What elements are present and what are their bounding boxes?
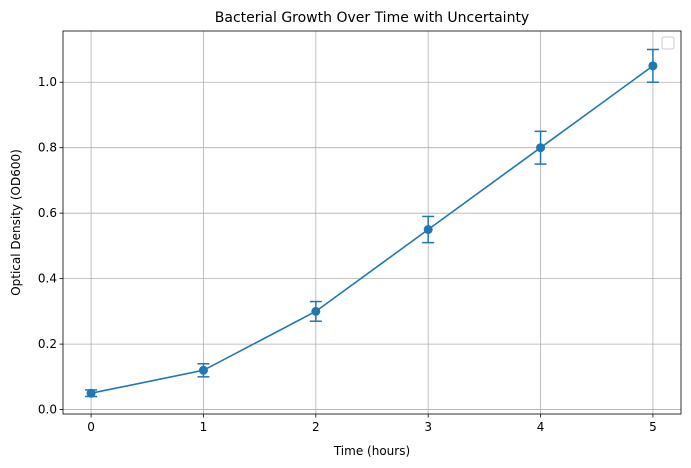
data-layer (85, 48, 659, 398)
x-tick-label: 5 (649, 420, 657, 434)
x-axis-label: Time (hours) (333, 444, 410, 458)
chart-title: Bacterial Growth Over Time with Uncertai… (215, 10, 529, 26)
y-tick-label: 0.8 (38, 141, 57, 155)
data-point (423, 225, 433, 235)
legend-box (661, 36, 675, 50)
x-tick-label: 1 (200, 420, 208, 434)
plot-frame (62, 30, 682, 415)
y-axis-label: Optical Density (OD600) (9, 149, 23, 296)
series-line (90, 65, 654, 394)
y-tick-label: 0.2 (38, 337, 57, 351)
data-point (86, 388, 96, 398)
ticks: 0 1 2 3 4 5 0.0 0.2 0.4 0.6 0.8 1.0 (38, 75, 657, 434)
grid (63, 31, 681, 414)
x-tick-label: 4 (537, 420, 545, 434)
data-point (198, 365, 208, 375)
y-tick-label: 0.0 (38, 403, 57, 417)
x-tick-label: 2 (312, 420, 320, 434)
x-tick-label: 0 (87, 420, 95, 434)
y-tick-label: 0.6 (38, 206, 57, 220)
y-tick-label: 0.4 (38, 272, 57, 286)
data-point (648, 61, 658, 71)
data-point (311, 306, 321, 316)
x-tick-label: 3 (424, 420, 432, 434)
y-tick-label: 1.0 (38, 75, 57, 89)
data-point (536, 143, 546, 153)
